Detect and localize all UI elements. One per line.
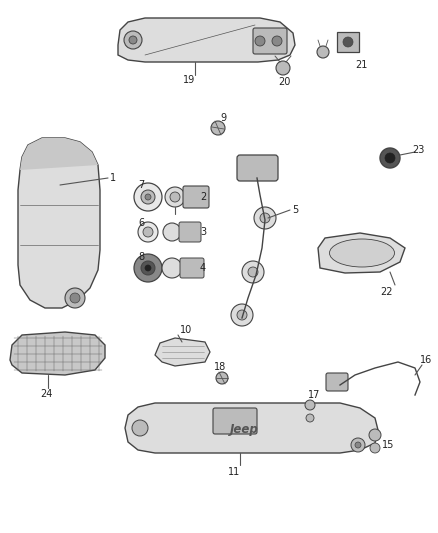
Circle shape: [355, 442, 361, 448]
Circle shape: [385, 153, 395, 163]
Text: 8: 8: [138, 252, 144, 262]
FancyBboxPatch shape: [237, 155, 278, 181]
Text: 9: 9: [220, 113, 226, 123]
Polygon shape: [155, 338, 210, 366]
FancyBboxPatch shape: [183, 186, 209, 208]
FancyBboxPatch shape: [179, 222, 201, 242]
Text: 5: 5: [292, 205, 298, 215]
Text: Jeep: Jeep: [230, 424, 259, 437]
FancyBboxPatch shape: [180, 258, 204, 278]
Text: 22: 22: [380, 287, 392, 297]
Circle shape: [141, 261, 155, 275]
Text: 19: 19: [183, 75, 195, 85]
Text: 20: 20: [278, 77, 290, 87]
Polygon shape: [118, 18, 295, 62]
FancyBboxPatch shape: [213, 408, 257, 434]
Circle shape: [248, 267, 258, 277]
Text: 24: 24: [40, 389, 53, 399]
Circle shape: [124, 31, 142, 49]
Text: 2: 2: [200, 192, 206, 202]
Circle shape: [351, 438, 365, 452]
Circle shape: [70, 293, 80, 303]
Circle shape: [380, 148, 400, 168]
Text: 3: 3: [200, 227, 206, 237]
Circle shape: [129, 36, 137, 44]
Ellipse shape: [329, 239, 395, 267]
Circle shape: [254, 207, 276, 229]
Text: 15: 15: [382, 440, 394, 450]
Circle shape: [305, 400, 315, 410]
Text: 17: 17: [308, 390, 320, 400]
Text: 21: 21: [355, 60, 367, 70]
Text: 4: 4: [200, 263, 206, 273]
Circle shape: [306, 414, 314, 422]
Circle shape: [276, 61, 290, 75]
Circle shape: [145, 194, 151, 200]
Text: 10: 10: [180, 325, 192, 335]
Polygon shape: [318, 233, 405, 273]
Circle shape: [143, 227, 153, 237]
Circle shape: [170, 192, 180, 202]
FancyBboxPatch shape: [337, 32, 359, 52]
Text: 11: 11: [228, 467, 240, 477]
FancyBboxPatch shape: [326, 373, 348, 391]
Text: 23: 23: [412, 145, 424, 155]
Circle shape: [163, 223, 181, 241]
Circle shape: [132, 420, 148, 436]
Circle shape: [255, 36, 265, 46]
Circle shape: [134, 254, 162, 282]
Text: 6: 6: [138, 218, 144, 228]
Circle shape: [242, 261, 264, 283]
Circle shape: [237, 310, 247, 320]
Circle shape: [216, 372, 228, 384]
Circle shape: [141, 190, 155, 204]
Circle shape: [231, 304, 253, 326]
Circle shape: [317, 46, 329, 58]
Text: 16: 16: [420, 355, 432, 365]
FancyBboxPatch shape: [253, 28, 287, 54]
Circle shape: [138, 222, 158, 242]
Circle shape: [370, 443, 380, 453]
Polygon shape: [125, 403, 378, 453]
Polygon shape: [10, 332, 105, 375]
Text: 7: 7: [138, 180, 144, 190]
Polygon shape: [18, 138, 100, 308]
Text: 18: 18: [214, 362, 226, 372]
Circle shape: [134, 183, 162, 211]
Circle shape: [272, 36, 282, 46]
Circle shape: [369, 429, 381, 441]
Circle shape: [211, 121, 225, 135]
Circle shape: [343, 37, 353, 47]
Circle shape: [162, 258, 182, 278]
Circle shape: [145, 265, 151, 271]
Circle shape: [260, 213, 270, 223]
Text: 1: 1: [110, 173, 116, 183]
Circle shape: [65, 288, 85, 308]
Polygon shape: [20, 138, 98, 170]
Circle shape: [165, 187, 185, 207]
